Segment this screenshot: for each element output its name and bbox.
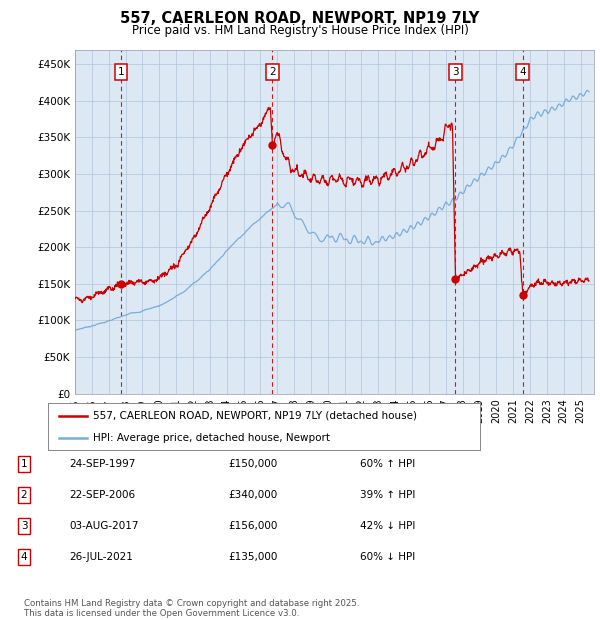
Text: 24-SEP-1997: 24-SEP-1997 bbox=[69, 459, 136, 469]
Text: 4: 4 bbox=[520, 67, 526, 77]
Text: HPI: Average price, detached house, Newport: HPI: Average price, detached house, Newp… bbox=[94, 433, 331, 443]
Text: 60% ↑ HPI: 60% ↑ HPI bbox=[360, 459, 415, 469]
Text: £135,000: £135,000 bbox=[228, 552, 277, 562]
Text: 1: 1 bbox=[20, 459, 28, 469]
Text: 22-SEP-2006: 22-SEP-2006 bbox=[69, 490, 135, 500]
Text: 26-JUL-2021: 26-JUL-2021 bbox=[69, 552, 133, 562]
Text: 557, CAERLEON ROAD, NEWPORT, NP19 7LY (detached house): 557, CAERLEON ROAD, NEWPORT, NP19 7LY (d… bbox=[94, 410, 418, 420]
Text: 39% ↑ HPI: 39% ↑ HPI bbox=[360, 490, 415, 500]
Text: 42% ↓ HPI: 42% ↓ HPI bbox=[360, 521, 415, 531]
Text: Price paid vs. HM Land Registry's House Price Index (HPI): Price paid vs. HM Land Registry's House … bbox=[131, 24, 469, 37]
Text: 1: 1 bbox=[118, 67, 124, 77]
Text: 557, CAERLEON ROAD, NEWPORT, NP19 7LY: 557, CAERLEON ROAD, NEWPORT, NP19 7LY bbox=[121, 11, 479, 26]
Text: 3: 3 bbox=[452, 67, 459, 77]
Text: 4: 4 bbox=[20, 552, 28, 562]
Text: £156,000: £156,000 bbox=[228, 521, 277, 531]
Text: £340,000: £340,000 bbox=[228, 490, 277, 500]
Text: 2: 2 bbox=[269, 67, 276, 77]
Text: 3: 3 bbox=[20, 521, 28, 531]
Text: 03-AUG-2017: 03-AUG-2017 bbox=[69, 521, 139, 531]
Text: 2: 2 bbox=[20, 490, 28, 500]
Text: 60% ↓ HPI: 60% ↓ HPI bbox=[360, 552, 415, 562]
Text: £150,000: £150,000 bbox=[228, 459, 277, 469]
Text: Contains HM Land Registry data © Crown copyright and database right 2025.
This d: Contains HM Land Registry data © Crown c… bbox=[24, 599, 359, 618]
